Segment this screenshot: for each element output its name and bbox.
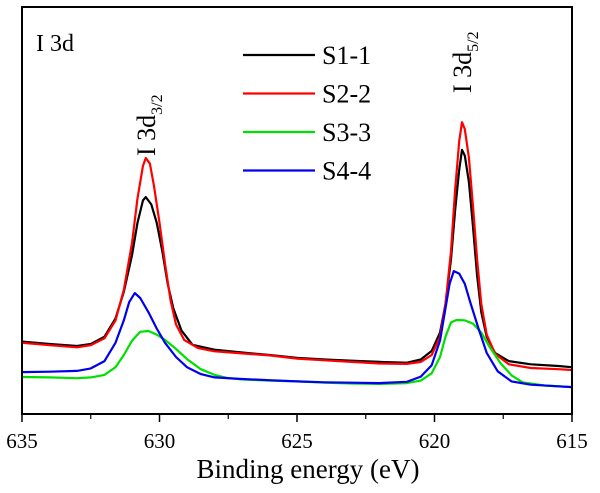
plot-frame	[21, 6, 573, 415]
x-axis-ticks: 635 630 625 620 615	[6, 414, 588, 453]
legend-label: S4-4	[322, 157, 371, 186]
legend-entry-s3-3: S3-3	[243, 118, 371, 147]
panel-label: I 3d	[36, 31, 74, 57]
x-tick-label: 625	[281, 429, 313, 453]
legend: S1-1 S2-2 S3-3 S4-4	[243, 41, 371, 186]
series-line-s1-1	[21, 148, 573, 369]
legend-entry-s1-1: S1-1	[243, 41, 371, 70]
peak-annotation-5-2: I 3d5/2	[448, 31, 482, 93]
x-tick-label: 615	[556, 429, 588, 453]
x-tick-label: 630	[144, 429, 176, 453]
legend-label: S1-1	[322, 41, 371, 70]
series-line-s3-3	[21, 318, 573, 389]
peak-annotation-3-2: I 3d3/2	[132, 94, 166, 156]
series-line-s4-4	[21, 270, 573, 389]
legend-label: S2-2	[322, 80, 371, 109]
legend-entry-s4-4: S4-4	[243, 157, 371, 186]
x-tick-label: 635	[6, 429, 38, 453]
series-layer	[21, 121, 573, 389]
x-tick-label: 620	[419, 429, 451, 453]
x-axis-label: Binding energy (eV)	[197, 454, 420, 484]
legend-label: S3-3	[322, 118, 371, 147]
legend-entry-s2-2: S2-2	[243, 80, 371, 109]
series-line-s2-2	[21, 121, 573, 372]
peak-annotations: I 3d3/2 I 3d5/2	[132, 31, 482, 156]
